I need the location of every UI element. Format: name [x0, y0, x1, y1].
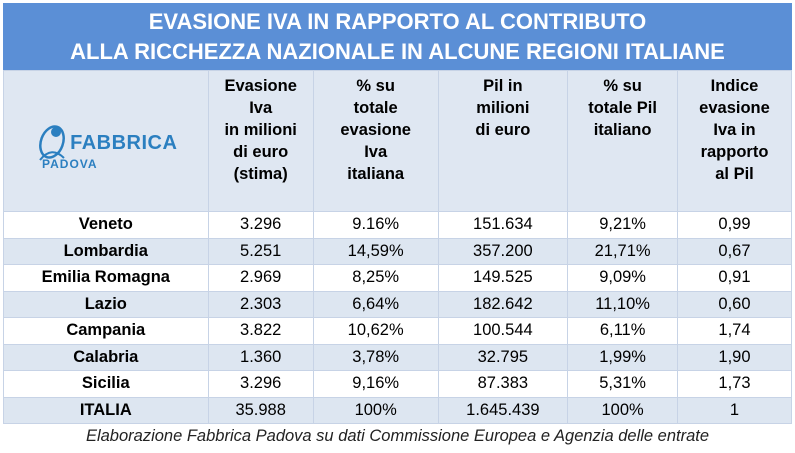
logo-name: FABBRICA — [70, 132, 178, 154]
value-cell: 182.642 — [437, 290, 569, 318]
header-line: Pil in — [483, 77, 523, 95]
region-cell: ITALIA — [3, 396, 209, 424]
header-line: Iva — [249, 99, 273, 117]
value-cell: 11,10% — [567, 290, 678, 318]
table-row: Lombardia 5.251 14,59% 357.200 21,71% 0,67 — [3, 237, 793, 265]
table-row: ITALIA 35.988 100% 1.645.439 100% 1 — [3, 396, 793, 424]
value-cell: 1,90 — [676, 343, 793, 371]
table-row: Lazio 2.303 6,64% 182.642 11,10% 0,60 — [3, 290, 793, 318]
header-line: rapporto — [700, 143, 769, 161]
header-cell: Indice evasione Iva in rapporto al Pil — [676, 70, 793, 212]
value-cell: 21,71% — [567, 237, 678, 265]
logo-cell: FABBRICA PADOVA — [3, 70, 209, 212]
header-line: evasione — [699, 99, 770, 117]
header-line: totale — [353, 99, 398, 117]
data-table: FABBRICA PADOVA Evasione Iva in milioni di … — [3, 70, 793, 424]
logo-city: PADOVA — [42, 157, 98, 171]
value-cell: 32.795 — [437, 343, 569, 371]
header-line: % su — [603, 77, 642, 95]
header-line: di euro — [475, 121, 531, 139]
value-cell: 87.383 — [437, 370, 569, 398]
value-cell: 151.634 — [437, 211, 569, 239]
page-title: EVASIONE IVA IN RAPPORTO AL CONTRIBUTO A… — [3, 3, 792, 70]
value-cell: 6,64% — [312, 290, 439, 318]
region-cell: Lombardia — [3, 237, 209, 265]
header-line: milioni — [476, 99, 530, 117]
value-cell: 3.296 — [207, 370, 314, 398]
table-row: Calabria 1.360 3,78% 32.795 1,99% 1,90 — [3, 343, 793, 371]
value-cell: 3,78% — [312, 343, 439, 371]
title-line-2: ALLA RICCHEZZA NAZIONALE IN ALCUNE REGIO… — [70, 39, 725, 64]
value-cell: 3.296 — [207, 211, 314, 239]
table-body: Veneto 3.296 9.16% 151.634 9,21% 0,99 Lombardi… — [3, 211, 793, 424]
value-cell: 0,91 — [676, 264, 793, 292]
region-cell: Lazio — [3, 290, 209, 318]
value-cell: 9,21% — [567, 211, 678, 239]
value-cell: 1.360 — [207, 343, 314, 371]
value-cell: 0,60 — [676, 290, 793, 318]
value-cell: 9,16% — [312, 370, 439, 398]
source-note: Elaborazione Fabbrica Padova su dati Com… — [85, 427, 710, 445]
header-line: (stima) — [233, 165, 288, 183]
header-line: italiano — [593, 121, 652, 139]
title-line-1: EVASIONE IVA IN RAPPORTO AL CONTRIBUTO — [148, 9, 647, 34]
region-cell: Veneto — [3, 211, 209, 239]
value-cell: 1 — [676, 396, 793, 424]
header-line: Iva — [364, 143, 388, 161]
value-cell: 0,99 — [676, 211, 793, 239]
header-line: Indice — [710, 77, 759, 95]
value-cell: 100.544 — [437, 317, 569, 345]
value-cell: 5.251 — [207, 237, 314, 265]
table-row: Sicilia 3.296 9,16% 87.383 5,31% 1,73 — [3, 370, 793, 398]
value-cell: 3.822 — [207, 317, 314, 345]
value-cell: 2.303 — [207, 290, 314, 318]
table-row: Emilia Romagna 2.969 8,25% 149.525 9,09% 0,91 — [3, 264, 793, 292]
header-line: Evasione — [224, 77, 297, 95]
value-cell: 9.16% — [312, 211, 439, 239]
header-cell: Evasione Iva in milioni di euro (stima) — [207, 70, 314, 212]
fabbrica-padova-logo: FABBRICA PADOVA — [4, 108, 208, 178]
table-row: Veneto 3.296 9.16% 151.634 9,21% 0,99 — [3, 211, 793, 239]
value-cell: 10,62% — [312, 317, 439, 345]
value-cell: 6,11% — [567, 317, 678, 345]
logo-mark-icon — [39, 125, 66, 161]
value-cell: 8,25% — [312, 264, 439, 292]
region-cell: Campania — [3, 317, 209, 345]
header-line: di euro — [233, 143, 289, 161]
header-row: FABBRICA PADOVA Evasione Iva in milioni di … — [3, 70, 793, 212]
value-cell: 1.645.439 — [437, 396, 569, 424]
region-cell: Emilia Romagna — [3, 264, 209, 292]
header-line: italiana — [347, 165, 405, 183]
header-line: totale Pil — [588, 99, 657, 117]
region-cell: Calabria — [3, 343, 209, 371]
header-line: % su — [356, 77, 395, 95]
value-cell: 2.969 — [207, 264, 314, 292]
header-cell: Pil in milioni di euro — [437, 70, 569, 212]
header-line: in milioni — [224, 121, 297, 139]
value-cell: 1,73 — [676, 370, 793, 398]
value-cell: 1,99% — [567, 343, 678, 371]
value-cell: 9,09% — [567, 264, 678, 292]
value-cell: 357.200 — [437, 237, 569, 265]
value-cell: 100% — [567, 396, 678, 424]
value-cell: 35.988 — [207, 396, 314, 424]
header-line: al Pil — [715, 165, 754, 183]
value-cell: 5,31% — [567, 370, 678, 398]
header-line: evasione — [340, 121, 411, 139]
table-row: Campania 3.822 10,62% 100.544 6,11% 1,74 — [3, 317, 793, 345]
value-cell: 1,74 — [676, 317, 793, 345]
value-cell: 149.525 — [437, 264, 569, 292]
value-cell: 0,67 — [676, 237, 793, 265]
value-cell: 100% — [312, 396, 439, 424]
header-line: Iva in — [713, 121, 756, 139]
header-cell: % su totale Pil italiano — [567, 70, 678, 212]
value-cell: 14,59% — [312, 237, 439, 265]
header-cell: % su totale evasione Iva italiana — [312, 70, 439, 212]
region-cell: Sicilia — [3, 370, 209, 398]
